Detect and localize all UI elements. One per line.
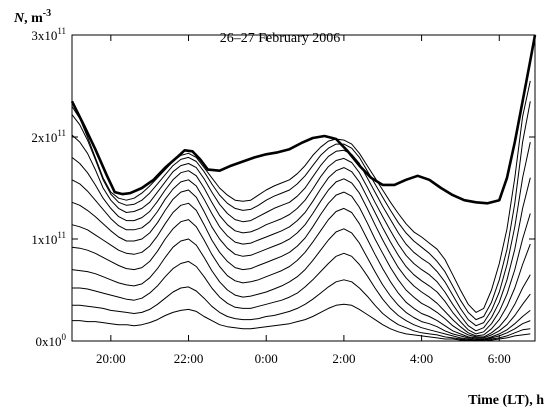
y-tick-label-exp: 11 [57, 128, 66, 138]
y-tick-label-base: 3x10 [31, 28, 57, 43]
x-tick-label: 4:00 [410, 351, 433, 366]
x-axis-label: Time (LT), h [468, 393, 544, 408]
series-line-8 [71, 207, 531, 339]
series-line-2 [71, 101, 531, 321]
plot-frame [71, 34, 536, 342]
y-tick-label-exp: 0 [62, 332, 67, 342]
x-tick-label: 0:00 [255, 351, 278, 366]
series-line-1 [71, 80, 531, 313]
series-line-envelope [70, 34, 537, 205]
y-tick-label: 1x1011 [31, 230, 66, 247]
series-line-3 [71, 134, 531, 327]
y-tick-label-base: 1x10 [31, 232, 57, 247]
y-tick-label: 2x1011 [31, 128, 66, 145]
series-line-6 [71, 178, 531, 337]
series-group [70, 34, 537, 342]
y-tick-label: 3x1011 [31, 26, 66, 43]
y-tick-label: 0x100 [36, 332, 67, 349]
y-axis-label: N, m-3 [13, 8, 51, 26]
series-line-5 [71, 167, 531, 335]
y-axis-label-main: N [13, 11, 25, 26]
series-line-7 [71, 191, 531, 338]
series-line-10 [72, 252, 531, 341]
series-line-9 [71, 228, 531, 340]
x-tick-label: 20:00 [96, 351, 126, 366]
y-axis-label-sep: , [24, 11, 31, 26]
x-tick-label: 2:00 [332, 351, 355, 366]
series-line-11 [72, 279, 531, 341]
y-tick-label-base: 2x10 [31, 130, 57, 145]
y-axis-label-exp: -3 [43, 8, 51, 19]
y-tick-label-exp: 11 [57, 230, 66, 240]
y-tick-label-base: 0x10 [36, 334, 62, 349]
series-line-4 [71, 157, 531, 332]
tick-labels-group: 20:00 22:00 0:00 2:00 4:00 6:000x1001x10112x1… [31, 26, 510, 366]
y-tick-label-exp: 11 [57, 26, 66, 36]
y-axis-label-unit: m [31, 11, 43, 26]
series-line-12 [72, 303, 531, 342]
chart-title: 26–27 February 2006 [220, 31, 341, 46]
x-tick-label: 22:00 [174, 351, 204, 366]
x-tick-label: 6:00 [488, 351, 511, 366]
